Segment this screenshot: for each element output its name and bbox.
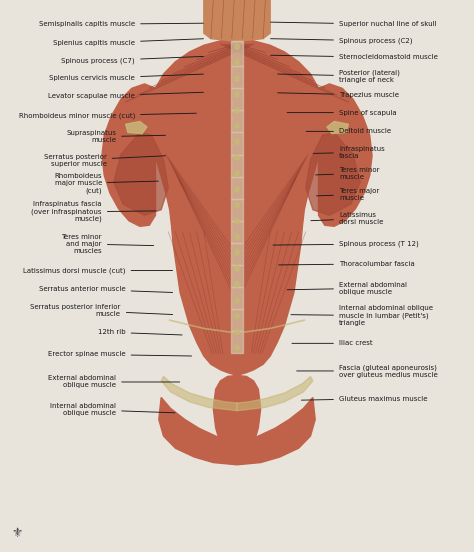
Text: Splenius cervicis muscle: Splenius cervicis muscle (49, 74, 203, 81)
Polygon shape (231, 155, 243, 177)
Circle shape (235, 92, 239, 97)
Text: Rhomboideus minor muscle (cut): Rhomboideus minor muscle (cut) (18, 113, 196, 119)
Text: Superior nuchal line of skull: Superior nuchal line of skull (271, 22, 437, 27)
Text: Internal abdominal
oblique muscle: Internal abdominal oblique muscle (50, 403, 175, 416)
Text: Internal abdominal oblique
muscle in lumbar (Petit's)
triangle: Internal abdominal oblique muscle in lum… (291, 305, 433, 326)
Polygon shape (204, 0, 270, 41)
Circle shape (235, 298, 239, 303)
Circle shape (235, 266, 239, 272)
Circle shape (235, 234, 239, 240)
Circle shape (235, 219, 239, 224)
Text: Latissimus
dorsi muscle: Latissimus dorsi muscle (311, 212, 383, 225)
Circle shape (235, 123, 239, 129)
Circle shape (235, 60, 239, 66)
Polygon shape (161, 376, 237, 411)
Text: Serratus anterior muscle: Serratus anterior muscle (39, 286, 173, 293)
Polygon shape (237, 376, 313, 411)
Text: 12th rib: 12th rib (98, 330, 182, 335)
Text: Gluteus maximus muscle: Gluteus maximus muscle (301, 396, 428, 401)
Text: Semispinalis capitis muscle: Semispinalis capitis muscle (39, 22, 203, 27)
Polygon shape (327, 121, 348, 134)
Polygon shape (102, 84, 155, 226)
Circle shape (235, 187, 239, 192)
Text: Spinous process (C2): Spinous process (C2) (271, 38, 412, 44)
Polygon shape (114, 132, 168, 215)
Text: External abdominal
oblique muscle: External abdominal oblique muscle (48, 375, 180, 389)
Text: Splenius capitis muscle: Splenius capitis muscle (53, 39, 203, 46)
Text: Posterior (lateral)
triangle of neck: Posterior (lateral) triangle of neck (278, 70, 400, 83)
Circle shape (235, 76, 239, 81)
Text: Deltoid muscle: Deltoid muscle (306, 129, 391, 134)
Text: Teres minor
muscle: Teres minor muscle (316, 167, 379, 180)
Text: Spinous process (C7): Spinous process (C7) (62, 56, 203, 64)
Text: Infraspinatus fascia
(over infraspinatous
muscle): Infraspinatus fascia (over infraspinatou… (31, 201, 156, 222)
Text: Serratus posterior
superior muscle: Serratus posterior superior muscle (44, 153, 165, 167)
Polygon shape (231, 287, 243, 309)
Text: Levator scapulae muscle: Levator scapulae muscle (48, 92, 203, 99)
Polygon shape (319, 84, 372, 226)
Circle shape (235, 155, 239, 161)
Polygon shape (231, 199, 243, 221)
Circle shape (235, 250, 239, 256)
Polygon shape (231, 132, 243, 155)
Circle shape (235, 108, 239, 113)
Text: Iliac crest: Iliac crest (292, 341, 373, 346)
Text: Trapezius muscle: Trapezius muscle (278, 92, 399, 98)
Text: Teres major
muscle: Teres major muscle (317, 188, 379, 201)
Polygon shape (231, 331, 243, 353)
Text: Spinous process (T 12): Spinous process (T 12) (273, 241, 419, 247)
Text: Serratus posterior inferior
muscle: Serratus posterior inferior muscle (30, 304, 173, 317)
Polygon shape (159, 397, 315, 465)
Circle shape (235, 345, 239, 351)
Circle shape (235, 44, 239, 50)
Text: Supraspinatus
muscle: Supraspinatus muscle (66, 130, 165, 144)
Text: Fascia (gluteal aponeurosis)
over gluteus medius muscle: Fascia (gluteal aponeurosis) over gluteu… (297, 364, 438, 378)
Circle shape (235, 314, 239, 319)
Circle shape (235, 139, 239, 145)
Text: ⚜: ⚜ (12, 527, 23, 540)
Polygon shape (151, 39, 323, 461)
Polygon shape (231, 41, 243, 66)
Text: Rhomboideus
major muscle
(cut): Rhomboideus major muscle (cut) (55, 173, 158, 194)
Polygon shape (231, 177, 243, 199)
Text: External abdominal
oblique muscle: External abdominal oblique muscle (287, 282, 407, 295)
Text: Infraspinatus
fascia: Infraspinatus fascia (313, 146, 385, 159)
Polygon shape (231, 243, 243, 265)
Text: Spine of scapula: Spine of scapula (287, 110, 397, 115)
Polygon shape (231, 309, 243, 331)
Polygon shape (231, 66, 243, 88)
Circle shape (235, 282, 239, 287)
Text: Thoracolumbar fascia: Thoracolumbar fascia (279, 261, 415, 267)
Text: Sternocleidomastoid muscle: Sternocleidomastoid muscle (271, 55, 438, 60)
Polygon shape (126, 121, 147, 134)
Circle shape (235, 329, 239, 335)
Text: Erector spinae muscle: Erector spinae muscle (48, 352, 191, 357)
Text: Teres minor
and major
muscles: Teres minor and major muscles (62, 234, 154, 254)
Polygon shape (231, 110, 243, 132)
Circle shape (235, 203, 239, 208)
Polygon shape (231, 221, 243, 243)
Polygon shape (306, 132, 360, 215)
Text: Latissimus dorsi muscle (cut): Latissimus dorsi muscle (cut) (23, 267, 173, 274)
Polygon shape (231, 88, 243, 110)
Polygon shape (231, 265, 243, 287)
Circle shape (235, 171, 239, 176)
